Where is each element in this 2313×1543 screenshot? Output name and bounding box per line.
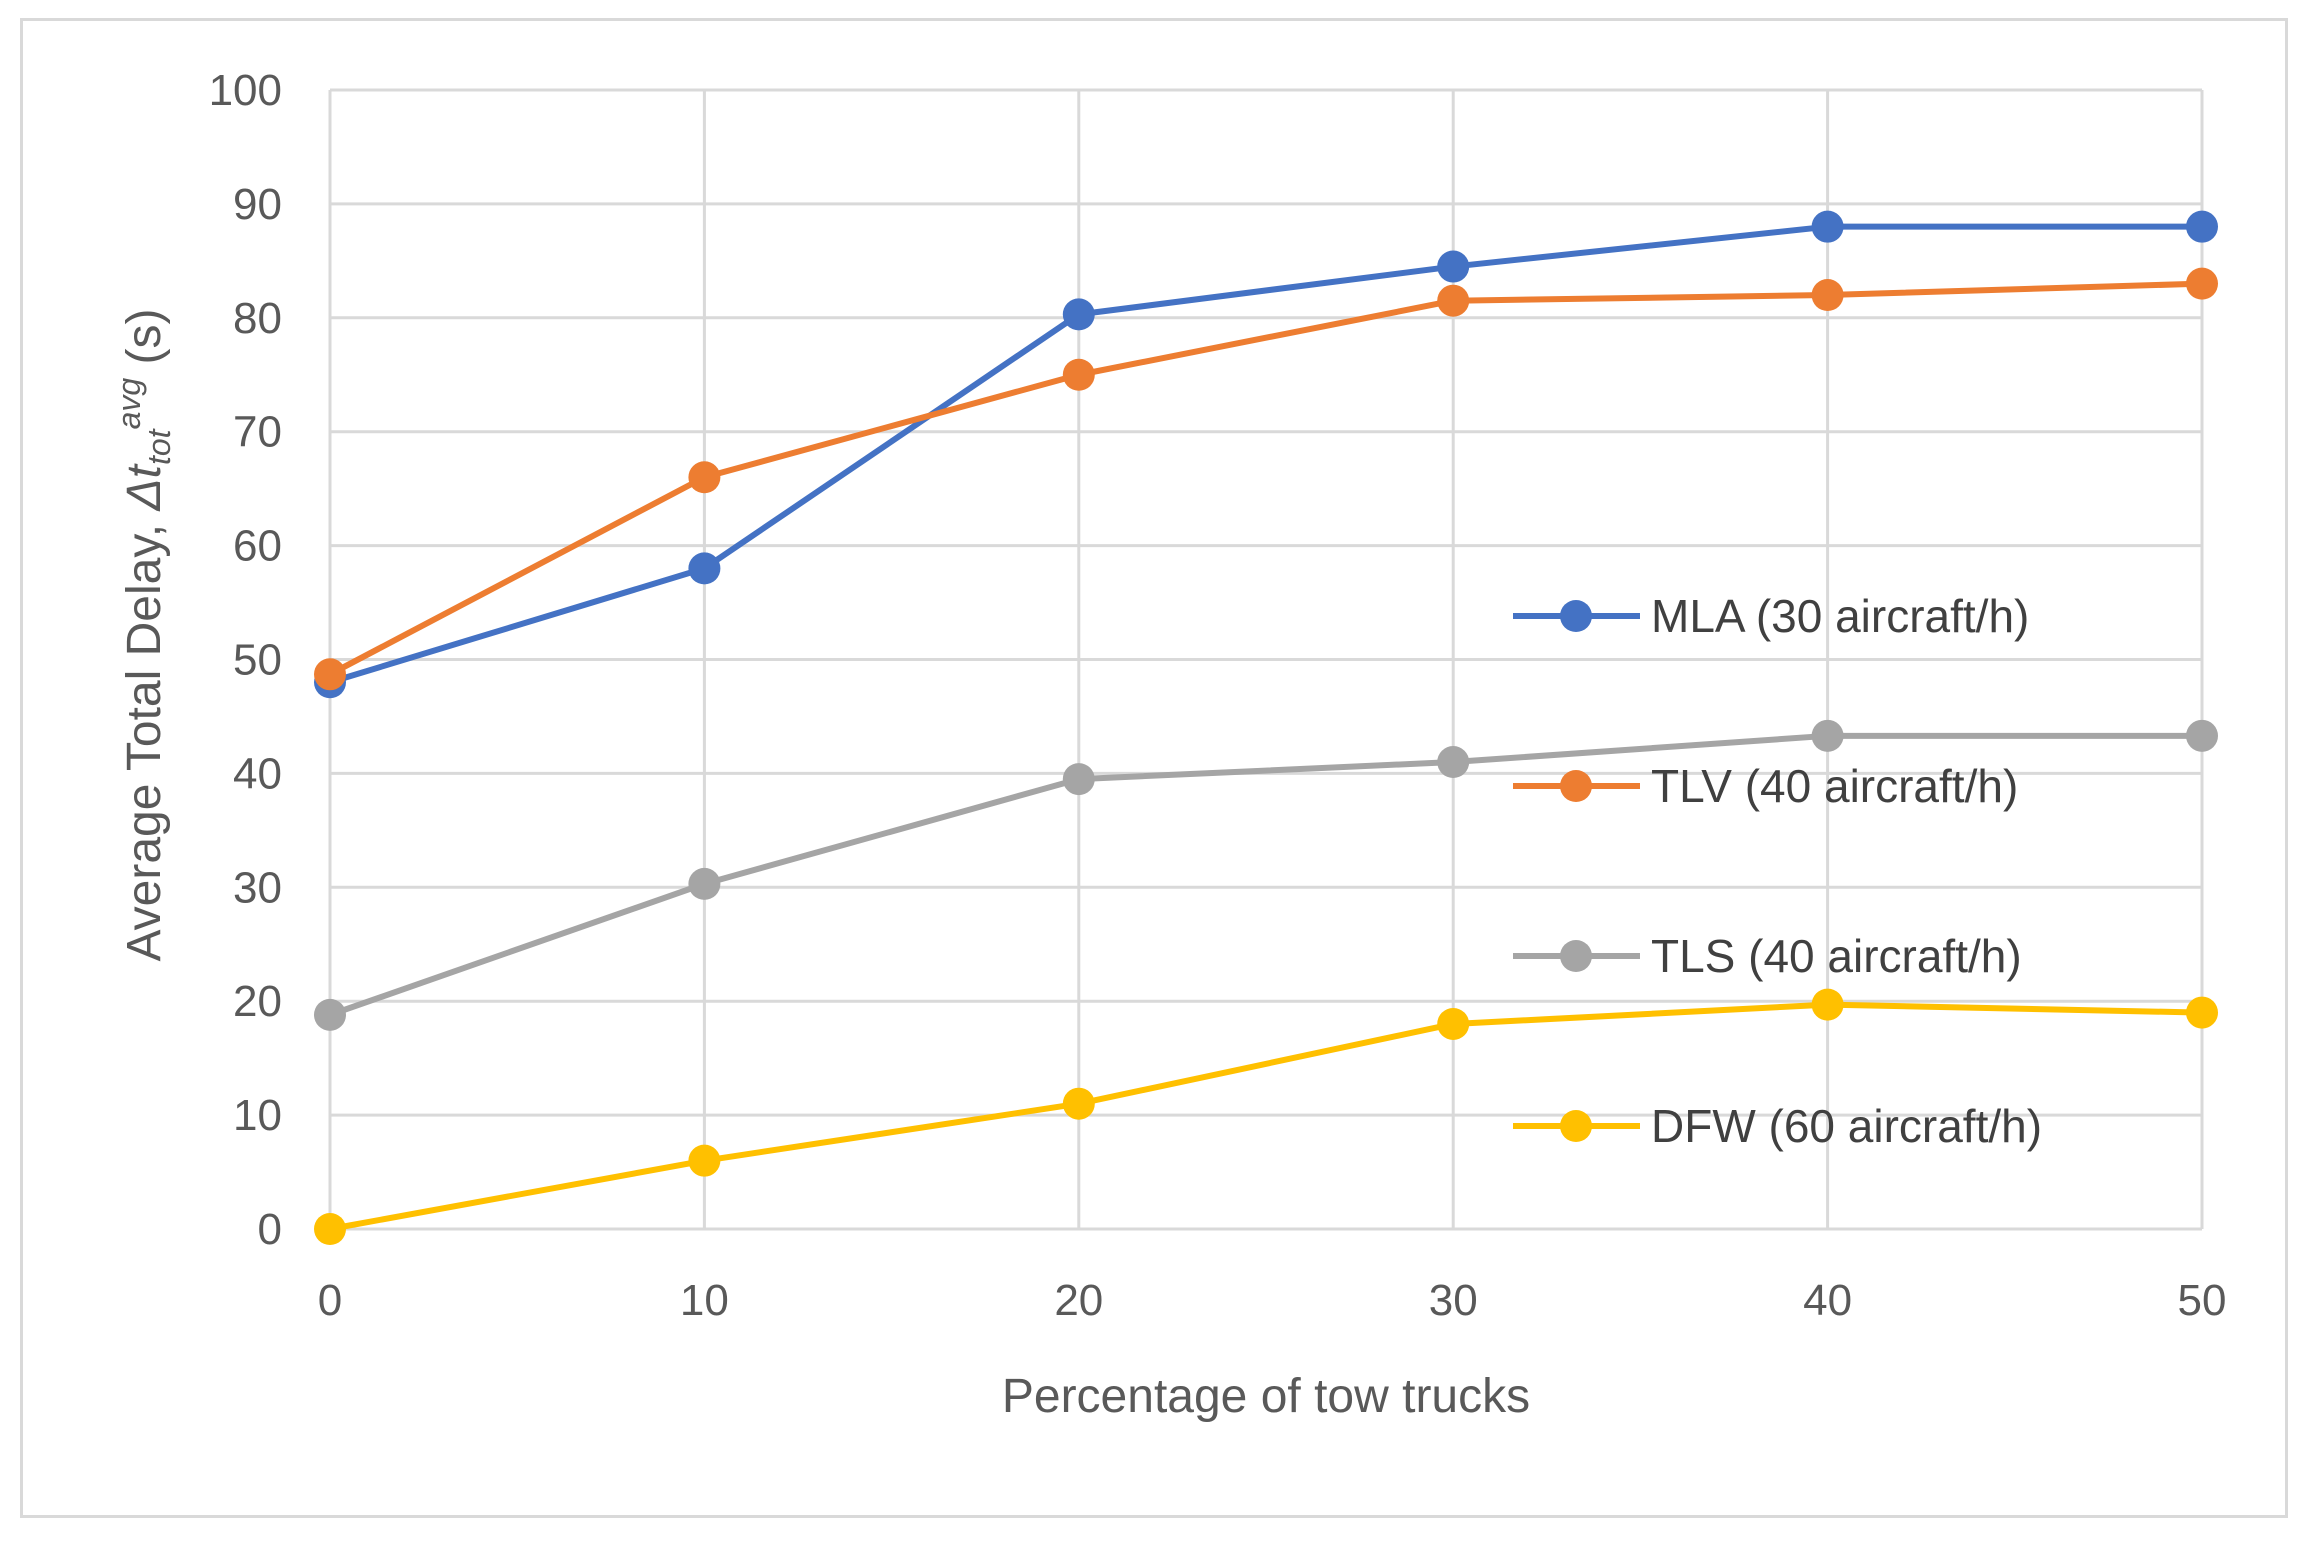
series-line (328, 280, 2203, 677)
y-tick-label: 0 (258, 1205, 282, 1254)
y-axis-title: Average Total Delay, Δttotavg (s) (111, 309, 177, 962)
legend-label: TLS (40 aircraft/h) (1651, 930, 2022, 982)
y-axis-title-superscript: avg (111, 378, 147, 430)
y-axis-title-symbol: Δt (118, 463, 171, 511)
data-point (2186, 996, 2218, 1029)
data-point (1062, 298, 1095, 331)
legend: MLA (30 aircraft/h) TLV (40 aircraft/h) TL… (1513, 590, 2042, 1152)
legend-item: MLA (30 aircraft/h) (1513, 590, 2029, 642)
y-axis-title-unit: (s) (118, 309, 171, 378)
gridlines (328, 88, 2204, 1231)
data-point (1811, 279, 1844, 312)
data-point (2186, 267, 2218, 300)
data-point (1811, 210, 1844, 243)
x-tick-label: 30 (1429, 1276, 1478, 1325)
data-point (1437, 284, 1470, 317)
series-line (329, 223, 2202, 686)
data-point (688, 1144, 721, 1177)
data-point (314, 1213, 346, 1245)
legend-marker (1560, 1110, 1592, 1142)
y-tick-label: 30 (233, 863, 282, 912)
legend-item: TLV (40 aircraft/h) (1513, 760, 2018, 812)
data-point (1437, 250, 1470, 283)
legend-item: DFW (60 aircraft/h) (1513, 1100, 2042, 1152)
y-tick-label: 80 (233, 294, 282, 343)
y-tick-label: 60 (233, 522, 282, 571)
y-axis-title-subscript: tot (141, 428, 177, 465)
data-point (688, 461, 721, 494)
series-lines (314, 210, 2218, 1245)
data-point (688, 552, 721, 585)
data-point (314, 998, 346, 1031)
data-point (314, 658, 346, 691)
legend-label: DFW (60 aircraft/h) (1651, 1100, 2042, 1152)
data-point (1062, 358, 1095, 391)
series-2 (314, 719, 2218, 1031)
data-point (1062, 763, 1095, 796)
y-tick-label: 20 (233, 977, 282, 1026)
data-point (1437, 1007, 1470, 1040)
x-tick-label: 50 (2178, 1276, 2227, 1325)
y-tick-label: 40 (233, 749, 282, 798)
legend-item: TLS (40 aircraft/h) (1513, 930, 2022, 982)
tick-labels: 0 10 20 30 40 50 60 70 80 90 100 0 10 20 30 40 50 (209, 66, 2227, 1325)
series-3 (314, 988, 2218, 1245)
legend-marker (1560, 940, 1592, 972)
legend-label: TLV (40 aircraft/h) (1651, 760, 2018, 812)
x-tick-label: 40 (1803, 1276, 1852, 1325)
series-0 (314, 210, 2218, 699)
data-point (1811, 988, 1844, 1021)
x-tick-label: 10 (680, 1276, 729, 1325)
legend-marker (1560, 600, 1592, 632)
data-point (2186, 210, 2218, 243)
series-1 (314, 267, 2218, 691)
x-tick-label: 20 (1054, 1276, 1103, 1325)
data-point (1062, 1087, 1095, 1120)
series-line (329, 732, 2202, 1018)
legend-marker (1560, 770, 1592, 802)
data-point (2186, 719, 2218, 752)
x-axis-title: Percentage of tow trucks (1002, 1370, 1530, 1423)
series-line (329, 1001, 2203, 1232)
chart-frame (20, 18, 2288, 1518)
data-point (1437, 746, 1470, 779)
data-point (688, 867, 721, 900)
x-tick-label: 0 (318, 1276, 342, 1325)
y-tick-label: 100 (209, 66, 282, 115)
data-point (1811, 719, 1844, 752)
y-tick-label: 70 (233, 408, 282, 457)
y-tick-label: 50 (233, 636, 282, 685)
y-tick-label: 90 (233, 180, 282, 229)
y-axis-title-prefix: Average Total Delay, (118, 511, 171, 962)
legend-label: MLA (30 aircraft/h) (1651, 590, 2029, 642)
y-tick-label: 10 (233, 1091, 282, 1140)
